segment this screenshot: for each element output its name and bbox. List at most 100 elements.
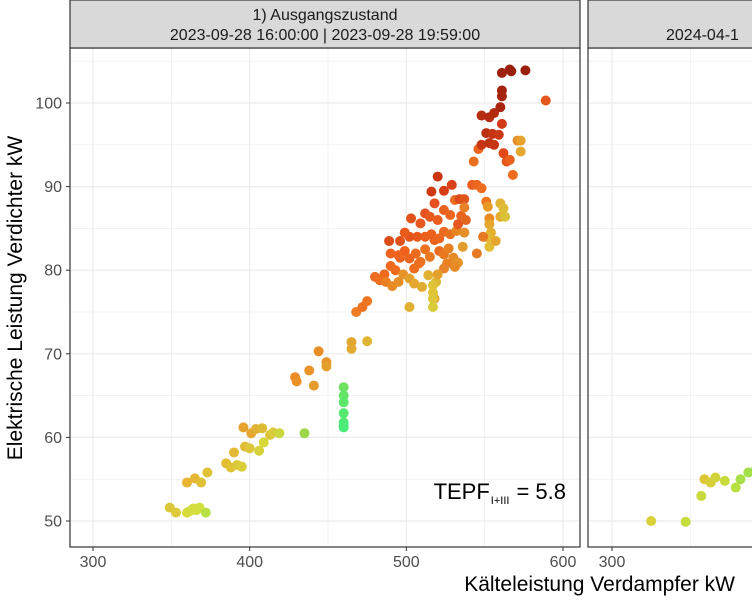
data-point [257,423,268,434]
data-point [719,475,730,486]
panel-2-points [646,466,752,527]
y-tick-label: 90 [44,179,62,196]
y-tick-label: 80 [44,263,62,280]
data-point [399,227,410,238]
data-point [258,437,269,448]
data-point [291,376,302,387]
data-point [412,231,423,242]
data-point [489,139,500,150]
tepf-label: TEPF [434,479,490,504]
data-point [338,420,349,431]
data-point [427,293,438,304]
data-point [710,472,721,483]
data-point [274,428,285,439]
data-point [484,241,495,252]
data-point [476,110,487,121]
panel-1-grid [70,48,580,547]
data-point [182,477,193,488]
tepf-value: = 5.8 [516,479,566,504]
x-axis-title: Kälteleistung Verdampfer kW [464,573,735,596]
data-point [171,507,182,518]
data-point [432,269,443,280]
data-point [429,198,440,209]
data-point [346,343,357,354]
data-point [490,235,501,246]
data-point [476,183,487,194]
panel-2-strip [587,0,752,49]
data-point [515,146,526,157]
data-point [244,443,255,454]
data-point [426,186,437,197]
data-point [449,261,460,272]
data-point [489,108,500,119]
data-point [432,171,443,182]
data-point [338,382,349,393]
data-point [520,65,531,76]
data-point [735,474,746,485]
data-point [393,250,404,261]
data-point [515,135,526,146]
data-point [196,477,207,488]
data-point [498,148,509,159]
data-point [384,235,395,246]
data-point [680,516,691,527]
y-tick-label: 70 [44,346,62,363]
panel-2: 2024-04-1 [587,0,752,548]
data-point [482,201,493,212]
panel-1-strip-timerange: 2023-09-28 16:00:00 | 2023-09-28 19:59:0… [170,27,480,44]
data-point [304,365,315,376]
data-point [200,507,211,518]
tepf-annotation: TEPFI+III = 5.8 [434,479,566,507]
data-point [404,301,415,312]
data-point [229,447,240,458]
data-point [299,428,310,439]
x-tick-label: 300 [80,554,107,571]
data-point [406,213,417,224]
data-point [236,461,247,472]
data-point [393,276,404,287]
data-point [417,281,428,292]
data-point [445,210,456,221]
data-point [459,227,470,238]
data-point [424,211,435,222]
data-point [453,219,464,230]
data-point [202,467,213,478]
data-point [254,445,265,456]
y-tick-label: 60 [44,430,62,447]
data-point [496,118,507,129]
data-point [504,154,515,165]
data-point [420,244,431,255]
x-axis-panel-2: 300 [599,547,626,571]
data-point [338,408,349,419]
data-point [410,248,421,259]
data-point [506,66,517,77]
panel-1-strip [69,0,581,49]
data-point [446,179,457,190]
data-point [493,129,504,140]
data-point [507,169,518,180]
data-point [413,258,424,269]
data-point [540,95,551,106]
tepf-subscript: I+III [491,495,510,507]
x-tick-label: 500 [393,554,420,571]
data-point [438,263,449,274]
data-point [500,211,511,222]
data-point [313,346,324,357]
data-point [743,467,752,478]
data-point [395,235,406,246]
panel-2-strip-timerange: 2024-04-1 [666,27,739,44]
data-point [426,229,437,240]
data-point [379,269,390,280]
data-point [471,248,482,259]
data-point [495,102,506,113]
x-tick-label: 300 [599,554,626,571]
panel-1-strip-title: 1) Ausgangszustand [253,7,398,24]
data-point [385,248,396,259]
data-point [443,243,454,254]
data-point [427,301,438,312]
data-point [338,397,349,408]
y-tick-label: 100 [35,96,62,113]
x-tick-label: 600 [550,554,577,571]
data-point [457,241,468,252]
